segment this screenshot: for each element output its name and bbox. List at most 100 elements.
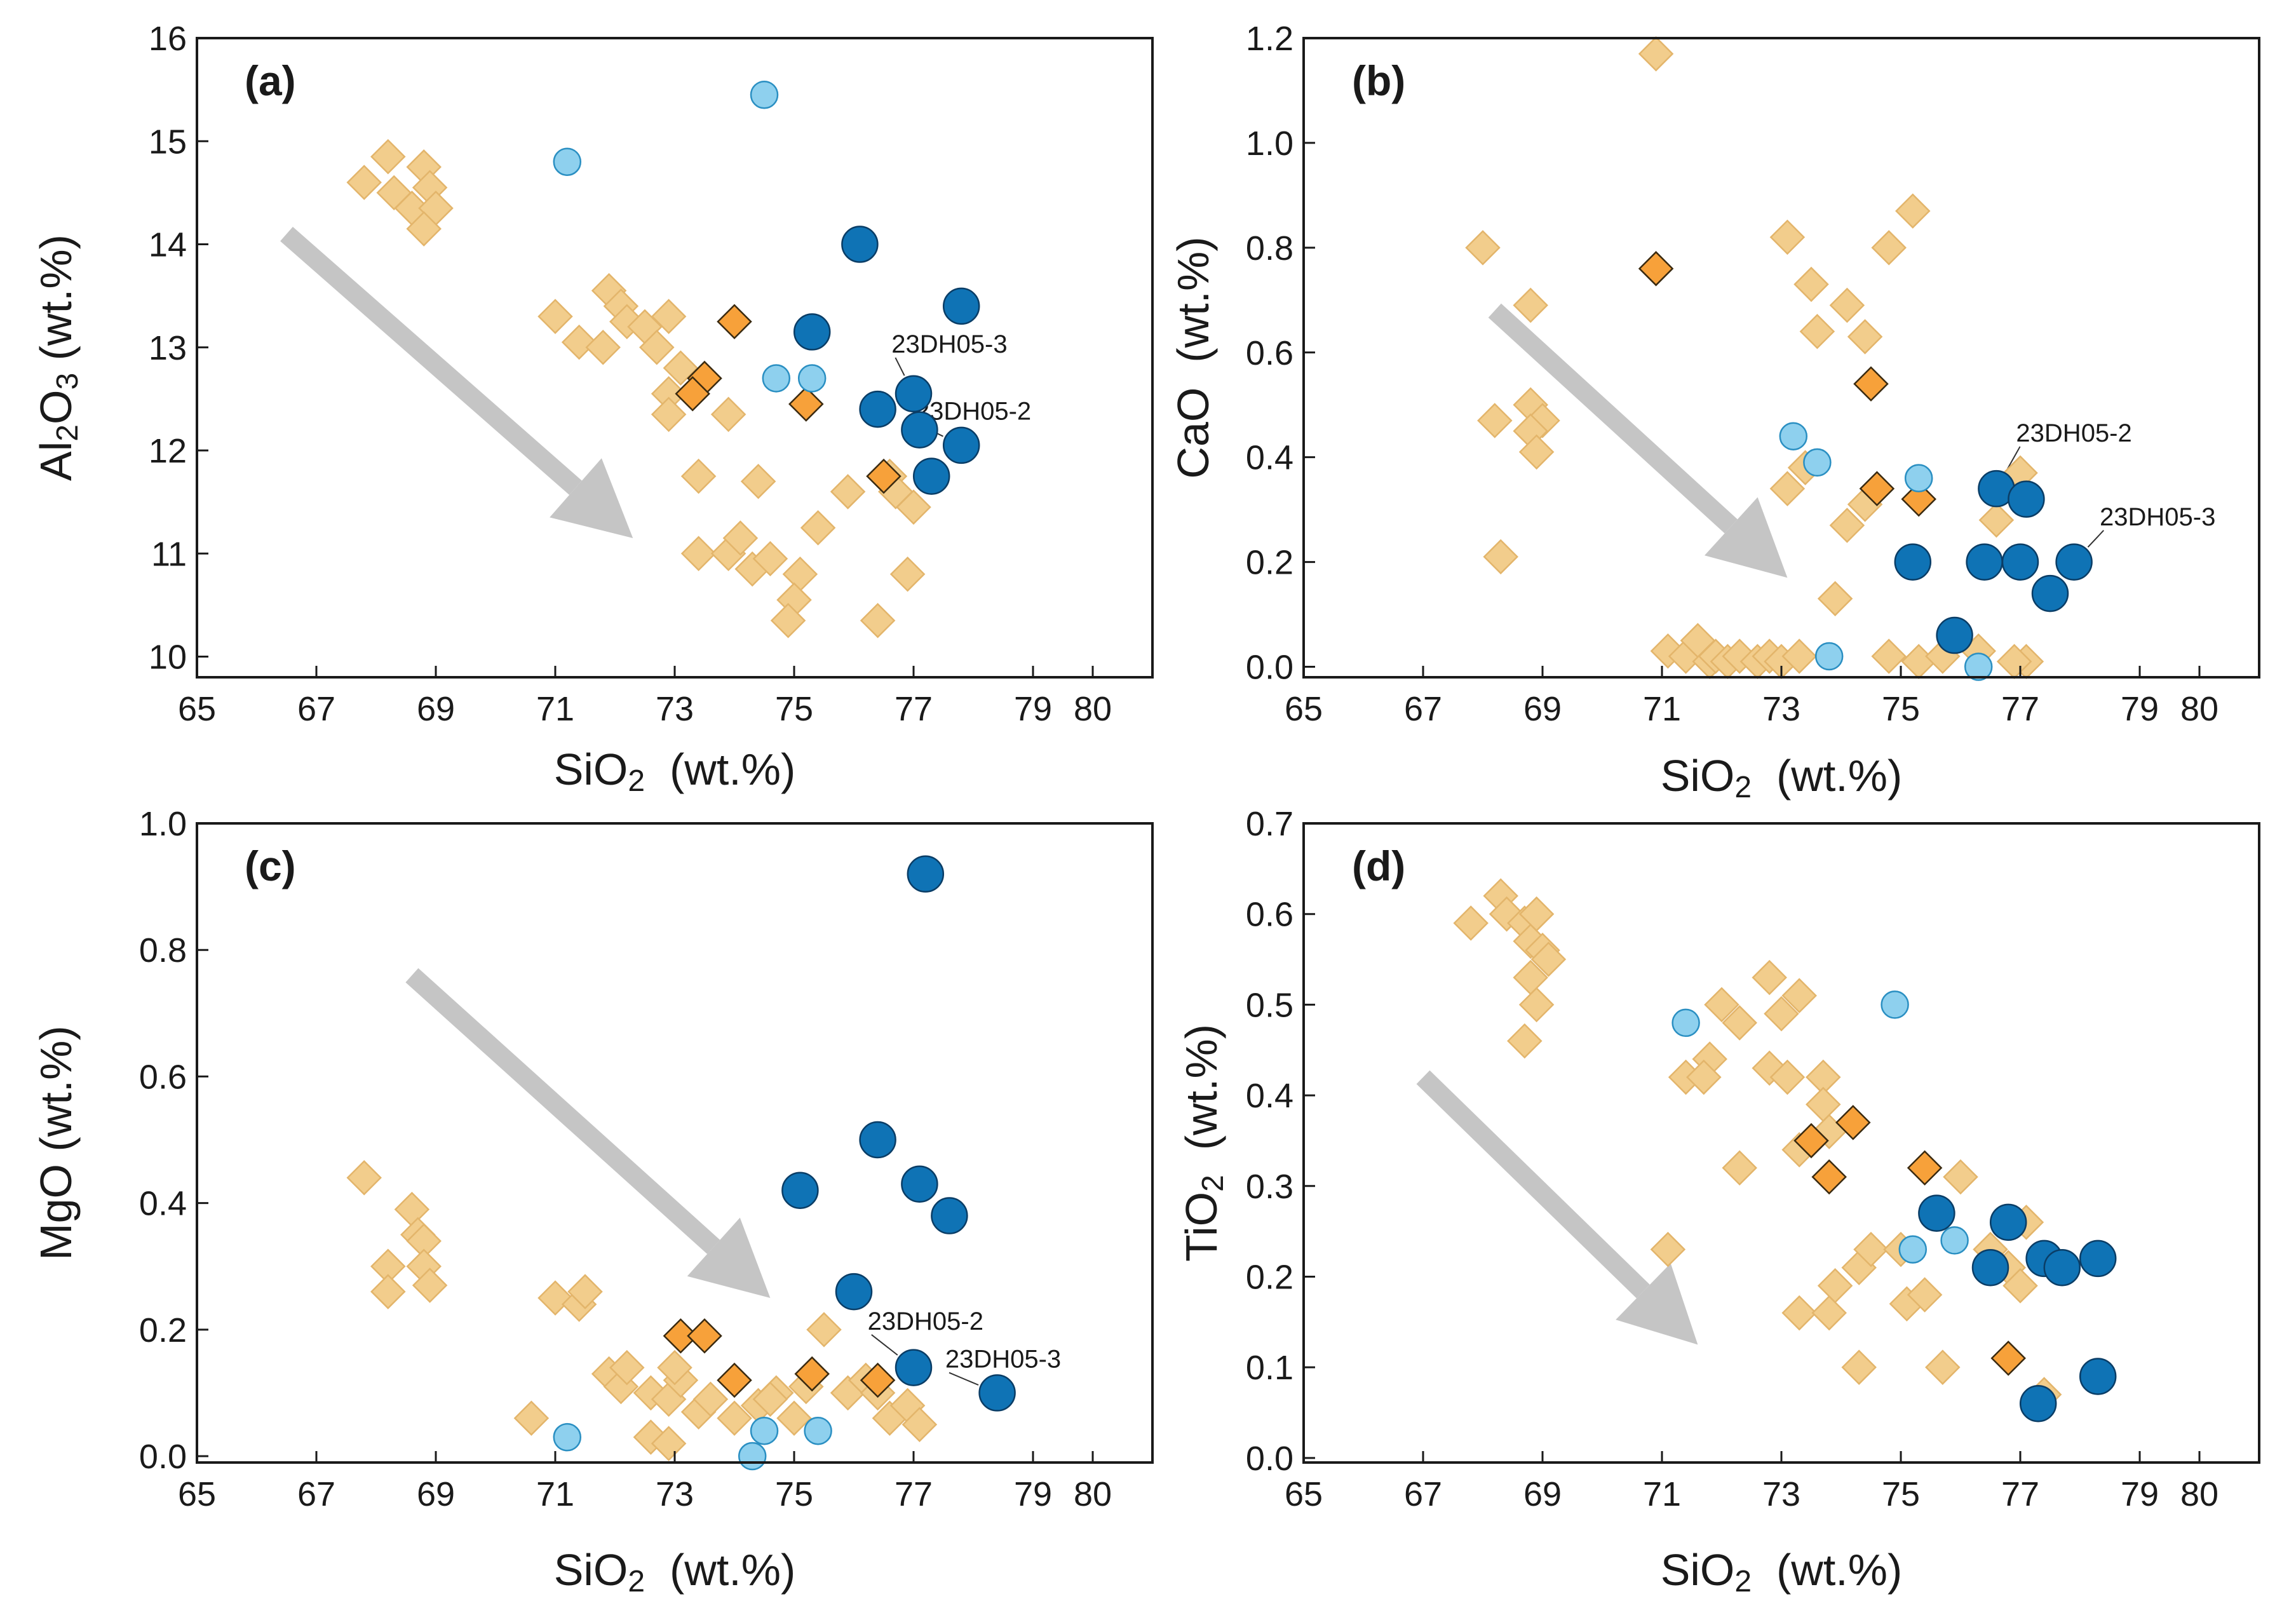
data-point-diamond-light — [1781, 638, 1817, 674]
data-point-circle-light — [1898, 1235, 1928, 1264]
y-axis-title: CaO (wt.%) — [1168, 236, 1218, 478]
trend-arrow-shaft — [405, 968, 720, 1254]
data-point-diamond-light — [1781, 978, 1817, 1013]
data-point-diamond-dark — [1811, 1159, 1847, 1195]
y-tick-label: 1.0 — [139, 805, 187, 843]
data-point-diamond-light — [1518, 434, 1555, 470]
data-point-diamond-light — [752, 1381, 788, 1417]
x-tick-label: 71 — [1643, 1475, 1681, 1513]
panel-d-x-ticks: 65 67 69 71 73 75 77 79 80 — [1285, 1451, 2218, 1513]
x-tick-label: 79 — [1014, 690, 1052, 728]
data-point-diamond-dark — [866, 458, 902, 494]
panel-label: (a) — [245, 57, 296, 104]
y-tick-label: 16 — [149, 20, 187, 58]
data-point-diamond-light — [537, 299, 573, 334]
data-point-diamond-light — [1530, 942, 1567, 977]
data-point-diamond-light — [806, 1312, 842, 1348]
data-point-diamond-light — [1477, 403, 1513, 438]
data-point-diamond-light — [1722, 1005, 1757, 1041]
data-point-diamond-light — [1799, 314, 1835, 349]
data-point-circle-light — [1779, 422, 1808, 450]
data-point-circle-dark — [859, 390, 896, 428]
data-point-diamond-light — [1518, 987, 1555, 1023]
x-tick-label: 77 — [895, 1475, 933, 1513]
data-point-circle-dark — [907, 855, 945, 893]
data-point-circle-light — [553, 1422, 582, 1452]
x-tick-label: 75 — [1882, 690, 1920, 728]
trend-arrow-head — [1616, 1263, 1698, 1345]
data-point-diamond-light — [561, 324, 597, 360]
data-point-diamond-light — [680, 536, 717, 572]
x-tick-label: 77 — [895, 690, 933, 728]
data-point-diamond-light — [609, 1349, 645, 1386]
panel-c-y-ticks: 0.0 0.2 0.4 0.6 0.8 1.0 — [139, 805, 208, 1476]
y-tick-label: 13 — [149, 329, 187, 367]
annotation-label: 23DH05-3 — [945, 1346, 1061, 1374]
data-point-diamond-dark — [788, 386, 824, 422]
data-point-circle-dark — [2055, 543, 2093, 581]
panel-d-points — [1453, 878, 2117, 1422]
data-point-diamond-light — [1841, 1349, 1877, 1385]
data-point-circle-light — [750, 1416, 779, 1445]
data-point-diamond-light — [370, 139, 406, 175]
panel-a-y-ticks: 10 11 12 13 14 15 16 — [149, 20, 208, 677]
annotation-label: 23DH05-3 — [2100, 503, 2215, 531]
data-point-diamond-light — [830, 474, 866, 510]
x-axis-title: SiO2 (wt.%) — [1661, 751, 1903, 804]
data-point-diamond-light — [1686, 1059, 1722, 1095]
data-point-diamond-light — [1829, 508, 1865, 543]
data-point-diamond-light — [1811, 1295, 1847, 1331]
x-tick-label: 67 — [297, 1475, 335, 1513]
data-point-circle-light — [1814, 642, 1844, 671]
data-point-diamond-light — [710, 396, 746, 433]
y-tick-label: 0.4 — [1246, 1077, 1293, 1115]
data-point-diamond-light — [1817, 1267, 1853, 1304]
annotation-label: 23DH05-3 — [891, 330, 1007, 358]
x-tick-label: 69 — [1523, 690, 1562, 728]
data-point-diamond-light — [1817, 581, 1853, 617]
data-point-circle-light — [797, 364, 827, 393]
trend-arrow-head — [687, 1217, 771, 1299]
data-point-diamond-dark — [860, 1362, 896, 1398]
data-point-diamond-light — [1764, 996, 1799, 1032]
data-point-diamond-light — [740, 463, 776, 499]
data-point-circle-dark — [2008, 480, 2045, 518]
data-point-circle-dark — [793, 313, 831, 351]
panel-b-arrow — [1488, 303, 1788, 578]
data-point-circle-light — [1904, 464, 1933, 492]
data-point-circle-dark — [895, 375, 933, 413]
data-point-circle-dark — [835, 1273, 873, 1311]
x-tick-label: 75 — [1882, 1475, 1920, 1513]
data-point-diamond-light — [692, 1381, 729, 1417]
panel-c-arrow — [405, 968, 771, 1299]
x-axis-title: SiO2 (wt.%) — [1661, 1545, 1903, 1598]
data-point-circle-light — [553, 147, 582, 176]
data-point-diamond-light — [860, 602, 896, 638]
data-point-diamond-light — [1650, 1231, 1686, 1267]
y-tick-label: 0.1 — [1246, 1349, 1293, 1387]
y-tick-label: 0.8 — [139, 931, 187, 970]
data-point-diamond-light — [537, 1280, 573, 1316]
y-tick-label: 0.4 — [1246, 439, 1293, 477]
data-point-diamond-light — [1513, 287, 1548, 323]
data-point-diamond-dark — [1638, 251, 1674, 287]
x-tick-label: 77 — [2001, 1475, 2039, 1513]
panel-a-points — [346, 80, 980, 638]
data-point-circle-light — [1671, 1008, 1700, 1037]
trend-arrow-shaft — [1416, 1070, 1650, 1299]
y-tick-label: 0.5 — [1246, 986, 1293, 1024]
data-point-circle-light — [750, 80, 779, 109]
data-point-circle-dark — [781, 1172, 819, 1209]
data-point-diamond-light — [717, 1400, 752, 1436]
data-point-diamond-light — [1507, 1023, 1543, 1059]
data-point-circle-dark — [931, 1197, 968, 1234]
annotation-leader — [2087, 530, 2104, 548]
data-point-diamond-light — [896, 489, 931, 525]
x-tick-label: 79 — [1014, 1475, 1052, 1513]
y-tick-label: 15 — [149, 123, 187, 161]
data-point-diamond-light — [1829, 287, 1865, 323]
